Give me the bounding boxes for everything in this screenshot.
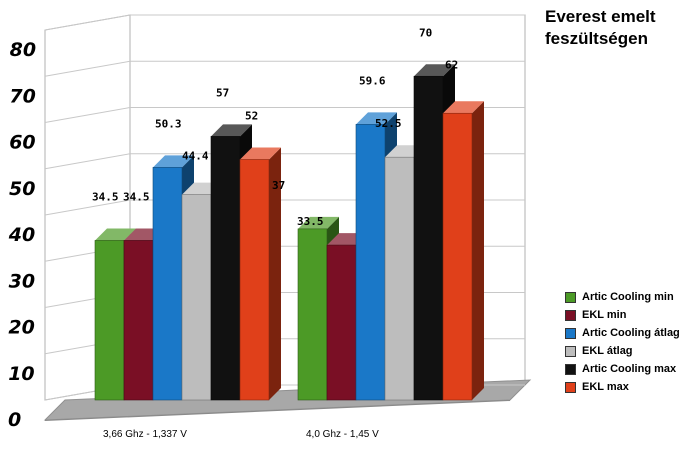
chart-title: Everest emelt feszültségen bbox=[545, 6, 695, 50]
bar-top bbox=[414, 64, 455, 77]
legend-item: Artic Cooling min bbox=[565, 288, 700, 306]
legend-label: EKL min bbox=[582, 309, 627, 321]
y-tick-label: 10 bbox=[8, 363, 34, 385]
bar-top bbox=[356, 112, 397, 125]
legend-label: EKL átlag bbox=[582, 345, 633, 357]
gridline-side bbox=[44, 153, 131, 170]
y-tick-label: 0 bbox=[8, 409, 21, 431]
y-tick-label: 50 bbox=[9, 178, 35, 200]
bar-top bbox=[443, 101, 484, 114]
data-label: 70 bbox=[419, 26, 432, 39]
legend-label: Artic Cooling átlag bbox=[582, 327, 680, 339]
bar bbox=[297, 228, 328, 401]
legend: Artic Cooling min EKL min Artic Cooling … bbox=[565, 288, 700, 396]
bar-group bbox=[239, 147, 281, 401]
bar-top bbox=[211, 124, 252, 137]
bar bbox=[152, 167, 183, 401]
legend-item: Artic Cooling átlag bbox=[565, 324, 700, 342]
data-label: 52 bbox=[245, 110, 258, 123]
legend-item: Artic Cooling max bbox=[565, 360, 700, 378]
bar bbox=[442, 112, 473, 401]
gridline-side bbox=[44, 14, 131, 31]
x-tick-label: 3,66 Ghz - 1,337 V bbox=[103, 429, 187, 440]
y-tick-label: 40 bbox=[8, 224, 35, 246]
data-label: 33.5 bbox=[297, 215, 324, 228]
bar-group bbox=[442, 101, 484, 401]
data-label: 52.5 bbox=[375, 117, 402, 130]
gridline-side bbox=[44, 199, 131, 216]
data-label: 50.3 bbox=[155, 117, 182, 130]
y-tick-label: 30 bbox=[9, 270, 35, 292]
data-label: 57 bbox=[216, 86, 229, 99]
x-tick-label: 4,0 Ghz - 1,45 V bbox=[306, 429, 379, 440]
legend-swatch bbox=[565, 309, 576, 321]
chart-title-line-2: feszültségen bbox=[545, 29, 648, 48]
legend-label: Artic Cooling min bbox=[582, 291, 674, 303]
bar bbox=[413, 75, 444, 401]
gridline-side bbox=[44, 107, 131, 123]
legend-item: EKL min bbox=[565, 306, 700, 324]
y-tick-label: 80 bbox=[10, 39, 36, 61]
bar bbox=[210, 136, 241, 401]
legend-swatch bbox=[565, 345, 576, 357]
bar bbox=[355, 124, 386, 401]
gridline-side bbox=[44, 60, 131, 77]
bar bbox=[326, 244, 357, 401]
data-label: 44.4 bbox=[182, 150, 209, 163]
chart-title-line-1: Everest emelt bbox=[545, 7, 656, 26]
bar-side bbox=[269, 147, 281, 400]
legend-label: EKL max bbox=[582, 381, 629, 393]
legend-item: EKL átlag bbox=[565, 342, 700, 360]
legend-swatch bbox=[565, 327, 576, 339]
y-tick-label: 60 bbox=[9, 132, 35, 154]
data-label: 62 bbox=[445, 58, 458, 71]
bar bbox=[239, 159, 270, 401]
data-label: 59.6 bbox=[359, 74, 386, 87]
floor-edge bbox=[45, 400, 510, 421]
bar-top bbox=[153, 155, 194, 168]
legend-label: Artic Cooling max bbox=[582, 363, 677, 375]
legend-swatch bbox=[565, 291, 576, 303]
y-tick-label: 20 bbox=[8, 317, 34, 339]
y-tick-label: 70 bbox=[9, 85, 35, 107]
bar bbox=[384, 156, 415, 401]
legend-swatch bbox=[565, 381, 576, 393]
bar bbox=[181, 194, 212, 401]
data-label: 34.5 bbox=[123, 190, 150, 203]
bar-top bbox=[95, 228, 136, 241]
legend-item: EKL max bbox=[565, 378, 700, 396]
bar bbox=[94, 240, 125, 401]
data-label: 37 bbox=[272, 179, 285, 192]
bar-side bbox=[472, 101, 484, 400]
data-label: 34.5 bbox=[92, 190, 119, 203]
bar-top bbox=[240, 147, 281, 160]
bar-top bbox=[298, 216, 339, 229]
bar bbox=[123, 240, 154, 401]
legend-swatch bbox=[565, 363, 576, 375]
